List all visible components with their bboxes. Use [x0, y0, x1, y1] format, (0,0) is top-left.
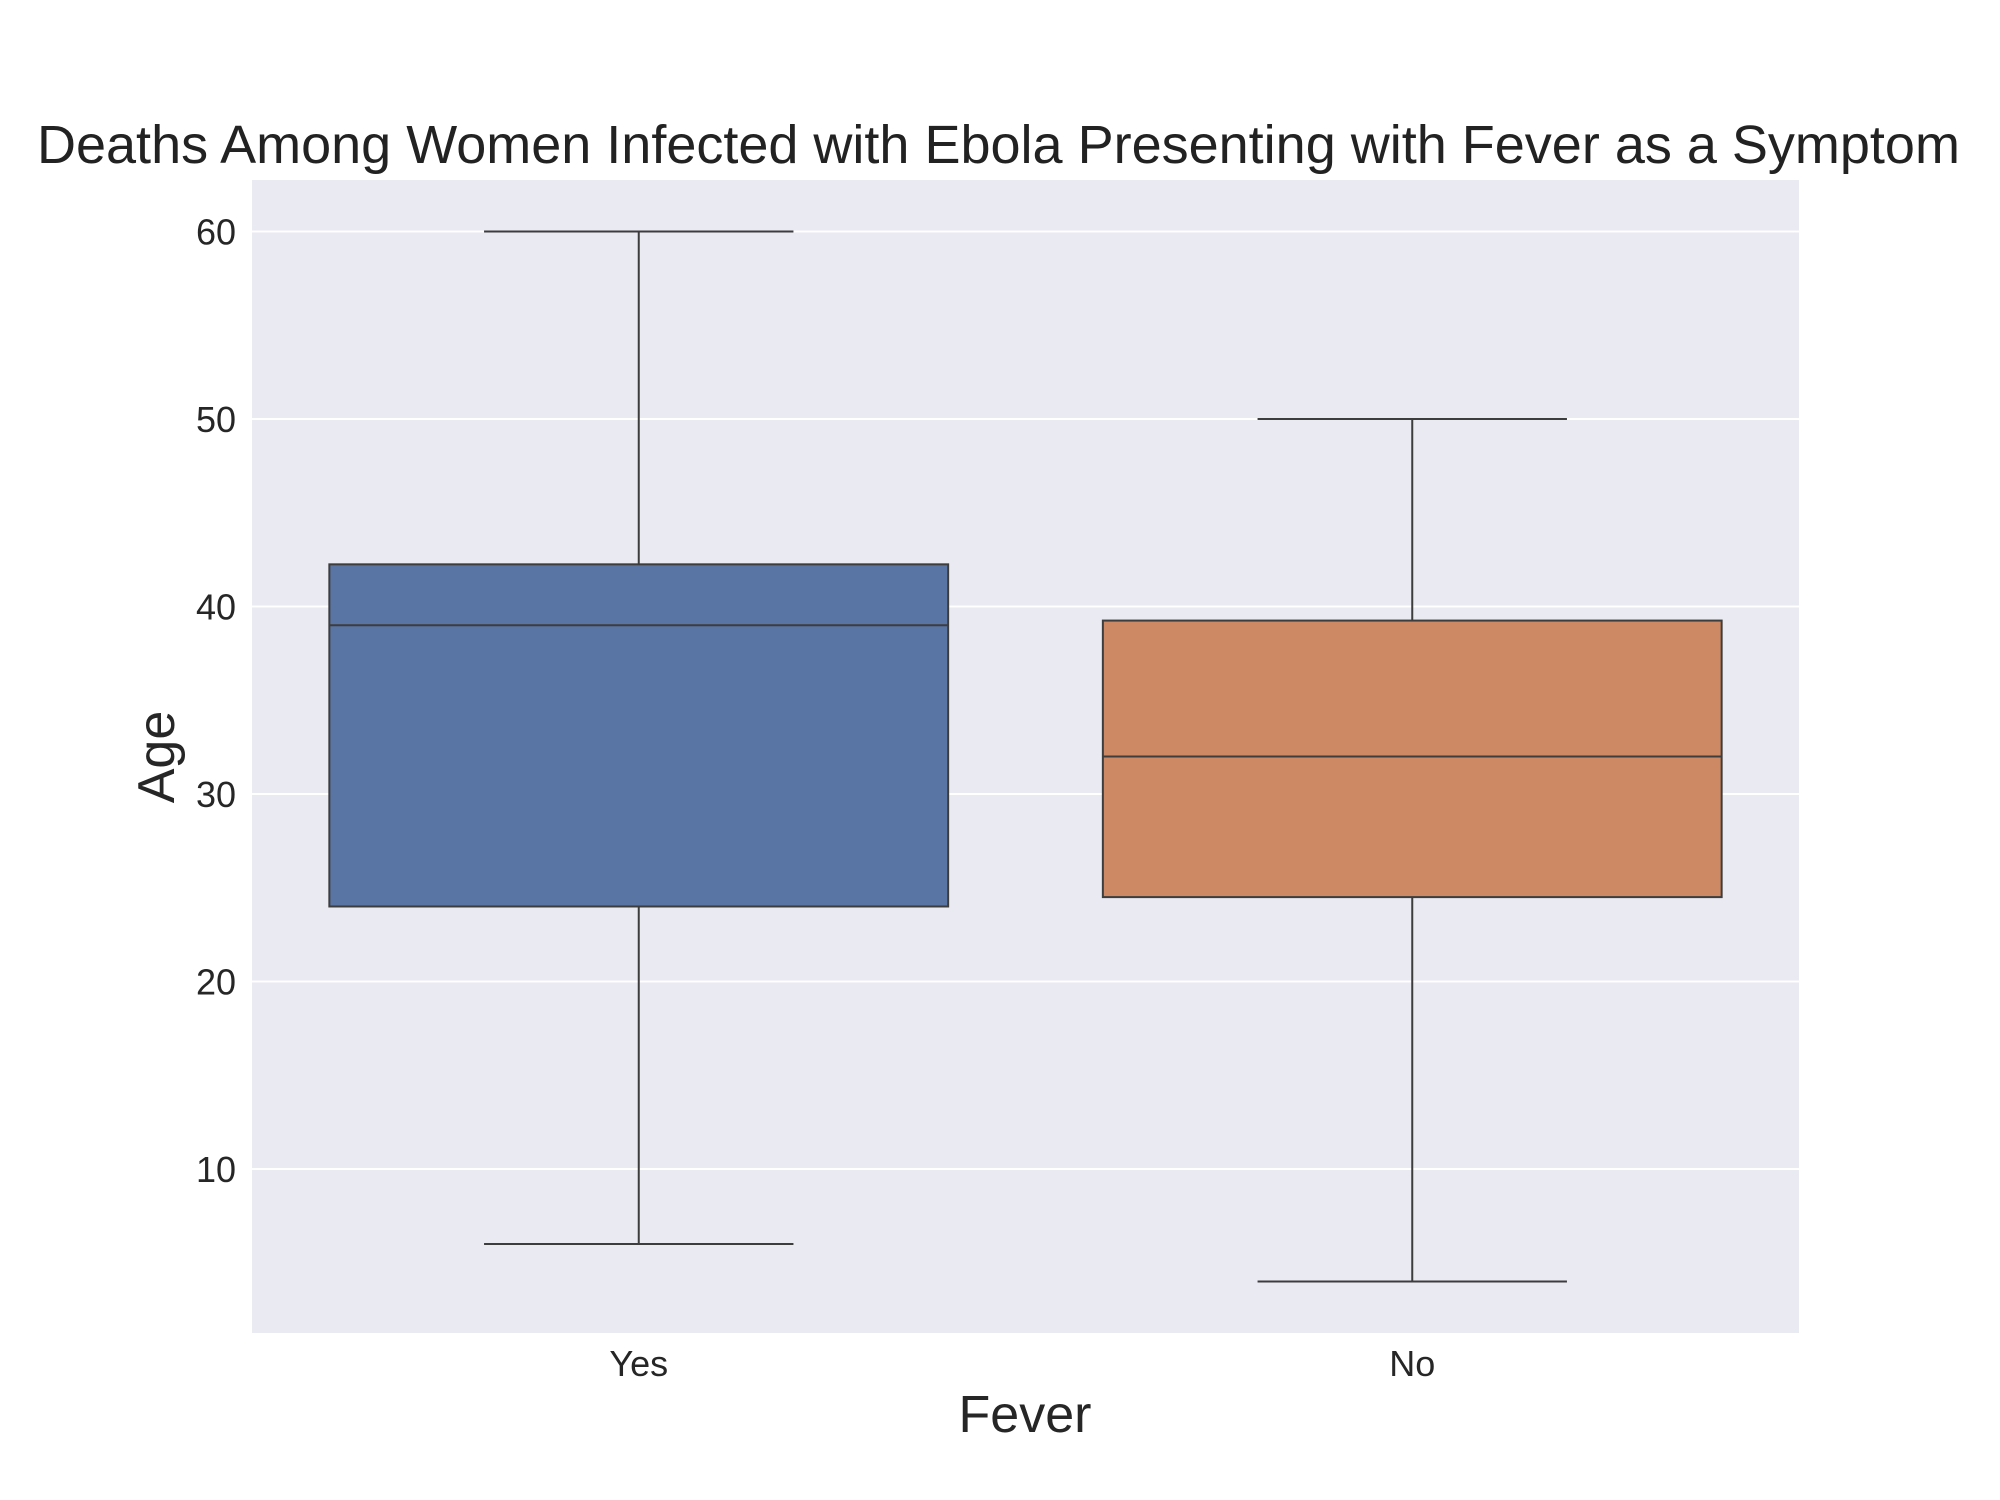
box-no [1101, 619, 1723, 899]
y-tick-label-60: 60 [196, 212, 236, 253]
y-tick-label-30: 30 [196, 774, 236, 815]
y-tick-label-40: 40 [196, 587, 236, 628]
y-tick-label-50: 50 [196, 399, 236, 440]
y-tick-label-20: 20 [196, 961, 236, 1002]
boxes [328, 230, 1723, 1283]
y-axis-label: Age [128, 711, 186, 804]
x-tick-label-yes: Yes [609, 1343, 668, 1384]
x-tick-labels: Yes No [609, 1343, 1435, 1384]
x-axis-label: Fever [959, 1386, 1092, 1444]
box-yes [328, 563, 950, 908]
y-tick-label-10: 10 [196, 1149, 236, 1190]
y-tick-labels: 10 20 30 40 50 60 [196, 212, 236, 1190]
x-tick-label-no: No [1389, 1343, 1435, 1384]
chart-title: Deaths Among Women Infected with Ebola P… [37, 115, 1960, 175]
